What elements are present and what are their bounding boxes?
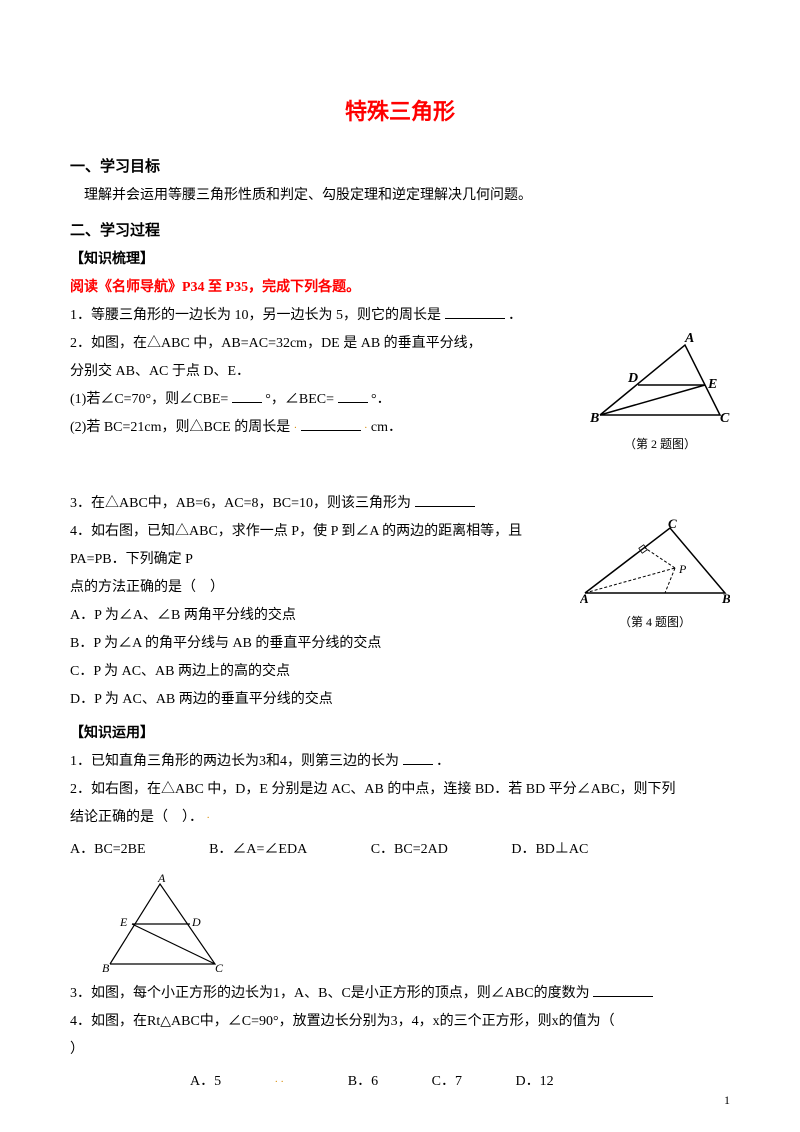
review-q1-end: ． xyxy=(508,308,522,323)
apply-q2-opt-b: B．∠A=∠EDA xyxy=(209,836,307,864)
apply-figure: A B C E D xyxy=(100,874,730,974)
apply-q2b-text: 结论正确的是（ ）． xyxy=(70,810,203,825)
label-a: A xyxy=(684,331,694,346)
review-q4-opt-c: C．P 为 AC、AB 两边上的高的交点 xyxy=(70,658,730,686)
label-d: D xyxy=(627,371,638,386)
svg-text:D: D xyxy=(191,915,201,929)
apply-q4-close: ） xyxy=(70,1036,730,1064)
blank[interactable] xyxy=(445,304,505,319)
figure-4: C A B P （第 4 题图） xyxy=(580,518,730,634)
review-q4-opt-d: D．P 为 AC、AB 两边的垂直平分线的交点 xyxy=(70,686,730,714)
apply-q1: 1．已知直角三角形的两边长为3和4，则第三边的长为 ． xyxy=(70,748,730,776)
apply-q4-opt-c: C．7 xyxy=(432,1068,462,1096)
dot-icon: · · xyxy=(275,1073,284,1093)
blank[interactable] xyxy=(232,388,262,403)
review-q1-text: 1．等腰三角形的一边长为 10，另一边长为 5，则它的周长是 xyxy=(70,308,441,323)
review-q2c-mid: °，∠BEC= xyxy=(265,392,334,407)
document-title: 特殊三角形 xyxy=(70,90,730,134)
svg-text:B: B xyxy=(102,961,110,974)
apply-q4-opt-b: B．6 xyxy=(348,1068,378,1096)
apply-q4: 4．如图，在Rt△ABC中，∠C=90°，放置边长分别为3，4，x的三个正方形，… xyxy=(70,1008,730,1036)
review-redline: 阅读《名师导航》P34 至 P35，完成下列各题。 xyxy=(70,274,730,302)
dot-icon: · xyxy=(364,423,367,434)
blank[interactable] xyxy=(403,750,433,765)
svg-text:E: E xyxy=(119,915,128,929)
review-q1: 1．等腰三角形的一边长为 10，另一边长为 5，则它的周长是 ． xyxy=(70,302,730,330)
review-heading: 【知识梳理】 xyxy=(70,246,730,274)
apply-q2-opt-a: A．BC=2BE xyxy=(70,836,146,864)
review-q2c-pre: (1)若∠C=70°，则∠CBE= xyxy=(70,392,228,407)
section-1-body: 理解并会运用等腰三角形性质和判定、勾股定理和逆定理解决几何问题。 xyxy=(70,182,730,210)
figure-2-caption: （第 2 题图） xyxy=(590,432,730,456)
label-c: C xyxy=(720,411,730,426)
svg-text:B: B xyxy=(721,591,730,606)
apply-q2-options: A．BC=2BE B．∠A=∠EDA C．BC=2AD D．BD⊥AC xyxy=(70,836,730,864)
section-1-heading: 一、学习目标 xyxy=(70,152,730,182)
apply-q3: 3．如图，每个小正方形的边长为1，A、B、C是小正方形的顶点，则∠ABC的度数为 xyxy=(70,980,730,1008)
label-b: B xyxy=(590,411,599,426)
blank[interactable] xyxy=(415,492,475,507)
review-q3-pre: 3．在△ABC中，AB=6，AC=8，BC=10，则该三角形为 xyxy=(70,496,411,511)
review-q4-opt-b: B．P 为∠A 的角平分线与 AB 的垂直平分线的交点 xyxy=(70,630,730,658)
apply-q2-opt-c: C．BC=2AD xyxy=(371,836,448,864)
blank[interactable] xyxy=(301,416,361,431)
section-2-heading: 二、学习过程 xyxy=(70,216,730,246)
svg-text:A: A xyxy=(157,874,166,885)
figure-2: A B C D E （第 2 题图） xyxy=(590,330,730,456)
apply-heading: 【知识运用】 xyxy=(70,720,730,748)
page-number: 1 xyxy=(724,1088,730,1112)
review-q2d-end: cm． xyxy=(371,420,402,435)
apply-q1-end: ． xyxy=(436,754,450,769)
svg-text:P: P xyxy=(678,562,687,576)
svg-text:C: C xyxy=(668,518,677,531)
apply-q4-opt-a: A．5 xyxy=(190,1068,221,1096)
svg-text:A: A xyxy=(580,591,589,606)
label-e: E xyxy=(707,377,717,392)
apply-q2-opt-d: D．BD⊥AC xyxy=(511,836,588,864)
figure-4-caption: （第 4 题图） xyxy=(580,610,730,634)
dot-icon: · xyxy=(207,813,210,824)
dot-icon: · xyxy=(294,423,297,434)
svg-text:C: C xyxy=(215,961,224,974)
apply-q4-options: A．5 · · B．6 C．7 D．12 xyxy=(70,1068,730,1096)
blank[interactable] xyxy=(593,982,653,997)
apply-q4-opt-d: D．12 xyxy=(515,1068,553,1096)
apply-q1-pre: 1．已知直角三角形的两边长为3和4，则第三边的长为 xyxy=(70,754,403,769)
review-q2c-end: °． xyxy=(371,392,391,407)
apply-q2-line1: 2．如右图，在△ABC 中，D，E 分别是边 AC、AB 的中点，连接 BD．若… xyxy=(70,776,730,804)
review-q2d-pre: (2)若 BC=21cm，则△BCE 的周长是 xyxy=(70,420,290,435)
page: 特殊三角形 一、学习目标 理解并会运用等腰三角形性质和判定、勾股定理和逆定理解决… xyxy=(0,0,800,1132)
apply-q3-pre: 3．如图，每个小正方形的边长为1，A、B、C是小正方形的顶点，则∠ABC的度数为 xyxy=(70,986,590,1001)
blank[interactable] xyxy=(338,388,368,403)
apply-q2-line2: 结论正确的是（ ）． · xyxy=(70,804,730,832)
review-q3: 3．在△ABC中，AB=6，AC=8，BC=10，则该三角形为 xyxy=(70,490,730,518)
